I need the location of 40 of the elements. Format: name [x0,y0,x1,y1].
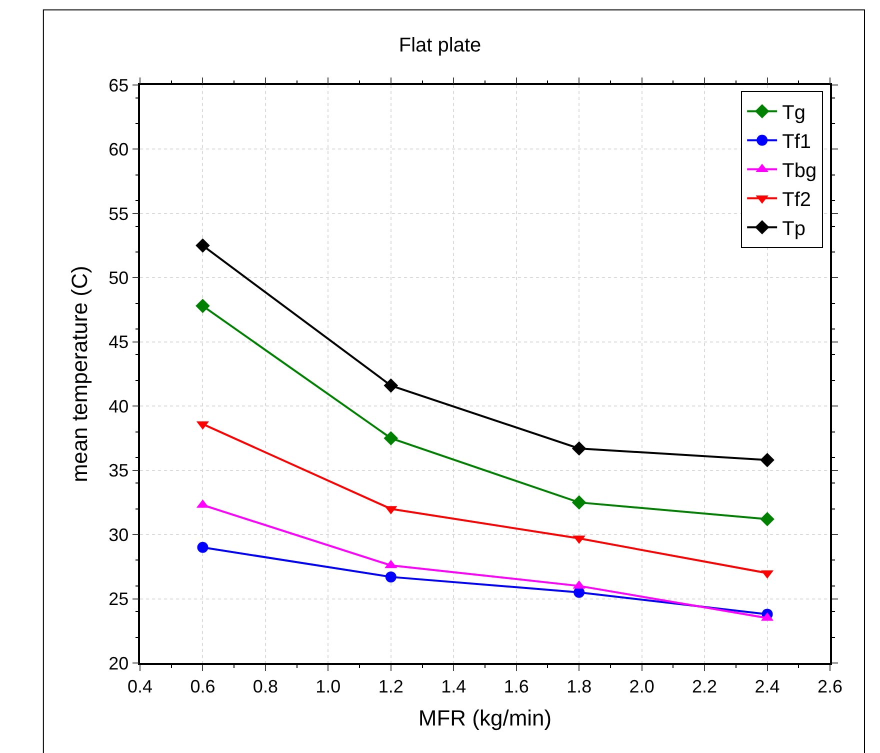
y-tick-label: 50 [108,268,129,288]
x-tick-label: 0.8 [252,676,278,696]
point [760,452,774,468]
y-tick-label: 60 [108,140,129,160]
point [385,571,396,582]
y-axis-title: mean temperature (C) [66,266,92,482]
point [196,238,210,253]
y-tick-label: 35 [108,460,129,481]
x-tick-label: 1.6 [504,676,529,696]
point [384,378,398,393]
y-tick-label: 40 [108,396,129,416]
point [196,298,210,314]
legend-label: Tg [782,102,806,124]
x-tick-label: 2.2 [692,676,718,696]
legend-label: Tp [782,218,806,240]
x-tick-label: 1.2 [378,676,404,696]
x-tick-label: 2.4 [754,676,780,696]
y-tick-label: 30 [108,524,129,545]
point [197,542,208,553]
point [384,431,398,446]
legend-label: Tf1 [782,131,812,154]
x-tick-label: 1.8 [566,676,592,696]
x-tick-label: 2.6 [817,676,843,696]
x-tick-label: 0.6 [190,676,216,696]
x-tick-label: 0.4 [127,676,153,696]
y-tick-label: 55 [108,204,129,224]
y-tick-label: 20 [108,653,129,674]
point [572,441,586,456]
x-tick-label: 1.0 [316,676,341,696]
x-tick-label: 2.0 [629,676,654,696]
legend-label: Tf2 [782,189,812,212]
y-tick-label: 65 [108,75,129,96]
x-tick-label: 1.4 [441,676,466,696]
legend-label: Tbg [782,160,817,182]
y-tick-label: 25 [108,589,129,610]
x-axis-title: MFR (kg/min) [418,706,552,731]
point [760,512,774,526]
y-tick-label: 45 [108,332,129,352]
chart-title: Flat plate [398,34,482,57]
point [572,495,586,510]
